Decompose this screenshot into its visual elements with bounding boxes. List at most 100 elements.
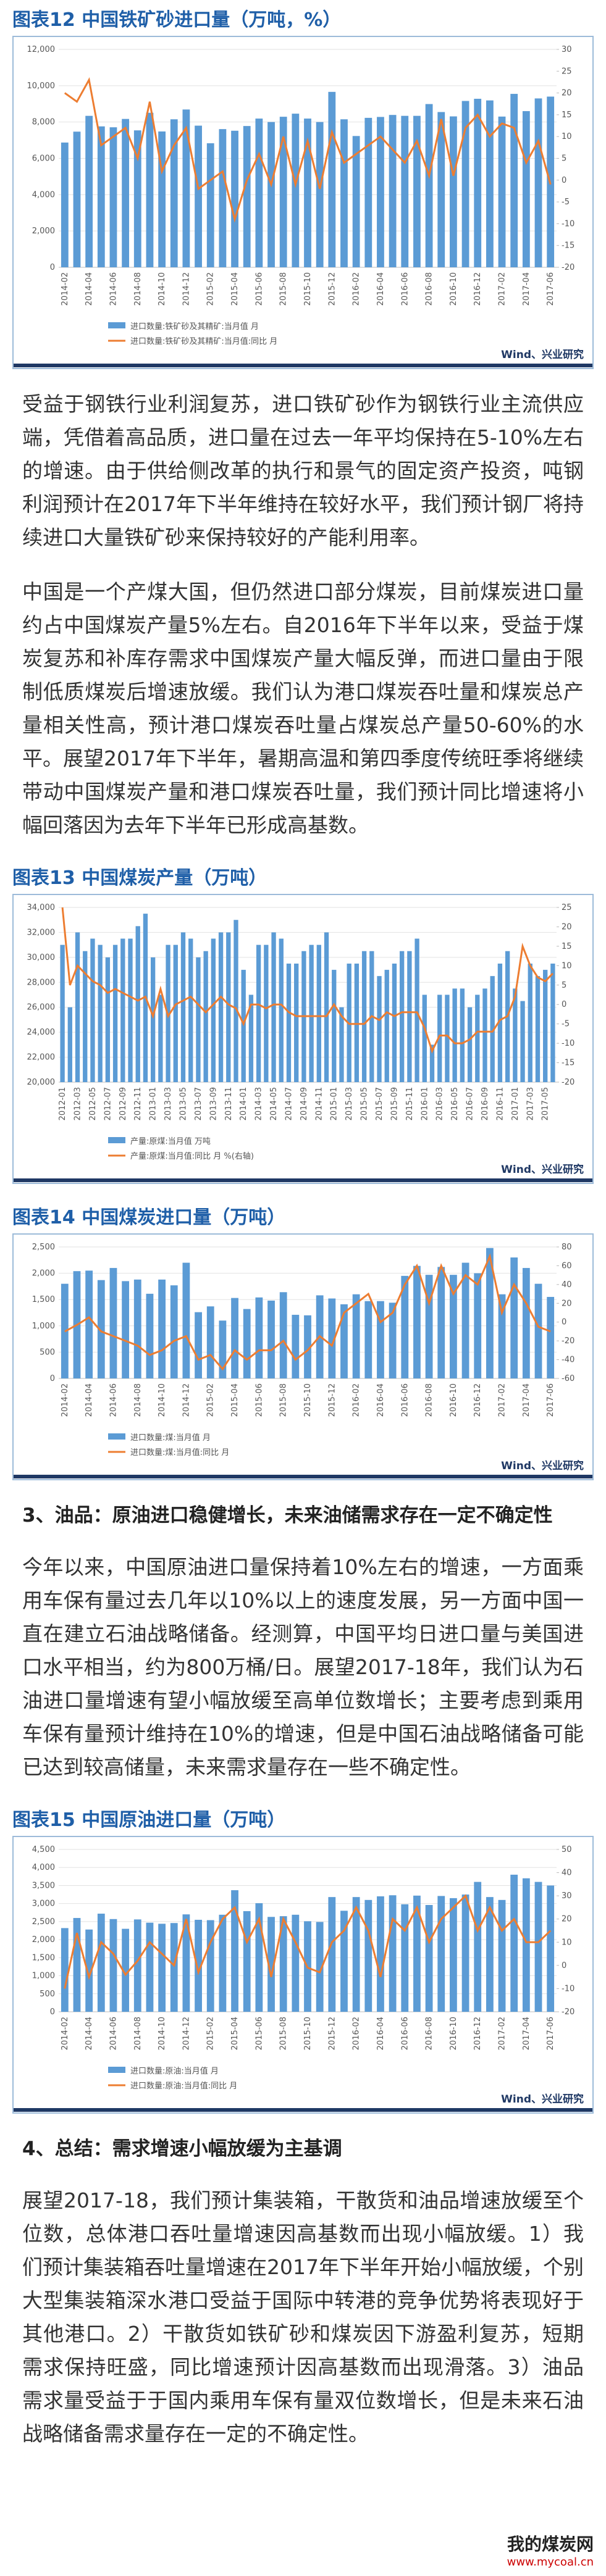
x-tick-label: 2017-02 <box>498 1383 507 1417</box>
figure: 图表12 中国铁矿砂进口量（万吨，%） 0 2,000 4,000 6,000 8,00… <box>0 5 606 369</box>
legend-label: 进口数量:原油:当月值:同比 月 <box>130 2081 237 2091</box>
bar <box>534 1882 542 2012</box>
bar <box>122 1928 130 2012</box>
y2-tick-label: 80 <box>562 1243 572 1252</box>
y2-tick-label: -10 <box>562 1984 574 1993</box>
bar <box>90 938 95 1082</box>
x-tick-label: 2016-04 <box>376 272 385 306</box>
x-tick-label: 2014-12 <box>182 272 191 306</box>
y2-tick-label: 25 <box>562 903 572 912</box>
bar <box>461 1262 469 1378</box>
y2-tick-label: -10 <box>562 219 574 228</box>
legend-label: 进口数量:煤:当月值:同比 月 <box>130 1448 229 1457</box>
bar <box>133 1279 141 1378</box>
bar <box>498 1294 506 1378</box>
y2-tick-label: 10 <box>562 1938 572 1947</box>
x-tick-label: 2016-12 <box>473 272 482 306</box>
bar <box>75 932 80 1082</box>
y2-tick-label: 0 <box>562 1961 566 1970</box>
y-tick-label: 4,500 <box>32 1845 55 1854</box>
x-tick-label: 2014-10 <box>158 2017 167 2050</box>
bar <box>105 957 111 1082</box>
bar <box>133 1919 141 2012</box>
y-tick-label: 8,000 <box>32 118 55 127</box>
bar <box>122 1281 130 1378</box>
bar <box>271 932 276 1082</box>
bar <box>61 1928 69 2012</box>
x-tick-label: 2017-03 <box>526 1087 535 1120</box>
bar <box>248 994 254 1082</box>
bar <box>364 117 372 267</box>
legend-swatch <box>108 322 125 328</box>
bar <box>461 101 469 267</box>
bar <box>332 970 337 1082</box>
x-tick-label: 2015-10 <box>303 2017 313 2050</box>
x-tick-label: 2016-08 <box>425 1383 434 1417</box>
x-tick-label: 2016-08 <box>425 272 434 306</box>
y-tick-label: 22,000 <box>27 1053 56 1062</box>
bar <box>461 1894 469 2012</box>
bar <box>324 932 329 1082</box>
x-tick-label: 2014-09 <box>300 1087 309 1120</box>
legend-label: 进口数量:铁矿砂及其精矿:当月值 月 <box>130 322 259 331</box>
y2-tick-label: 30 <box>562 45 572 54</box>
legend-label: 产量:原煤:当月值 万吨 <box>130 1136 211 1146</box>
bar <box>158 1279 166 1378</box>
bar <box>534 98 542 268</box>
x-tick-label: 2014-07 <box>284 1087 293 1120</box>
bar <box>534 1283 542 1378</box>
y2-tick-label: -60 <box>562 1374 574 1383</box>
bar <box>482 988 487 1082</box>
y-tick-label: 1,000 <box>32 1972 55 1981</box>
bar <box>384 970 389 1082</box>
x-tick-label: 2013-09 <box>209 1087 218 1120</box>
bar <box>328 91 336 267</box>
y2-tick-label: 0 <box>562 176 566 185</box>
y2-tick-label: -15 <box>562 241 574 251</box>
y2-tick-label: -20 <box>562 263 574 272</box>
x-tick-label: 2016-02 <box>352 1383 361 1417</box>
bar <box>467 1007 473 1082</box>
bar <box>450 116 457 267</box>
bar <box>294 963 299 1082</box>
x-tick-label: 2016-01 <box>420 1087 429 1120</box>
x-tick-label: 2016-07 <box>466 1087 475 1120</box>
x-tick-label: 2014-06 <box>109 1383 118 1417</box>
y-tick-label: 32,000 <box>27 928 56 937</box>
legend-swatch <box>108 2067 125 2073</box>
bar <box>292 114 300 267</box>
x-tick-label: 2015-02 <box>206 2017 216 2050</box>
watermark-name: 我的煤炭网 <box>507 2534 594 2554</box>
y2-tick-label: -10 <box>562 1039 574 1048</box>
bar <box>316 122 324 267</box>
x-tick-label: 2015-08 <box>279 2017 288 2050</box>
bar <box>535 976 541 1082</box>
bar <box>389 1895 397 2012</box>
bar <box>437 112 445 267</box>
bar <box>180 932 186 1082</box>
y2-tick-label: 25 <box>562 67 572 76</box>
bar <box>120 938 125 1082</box>
x-tick-label: 2014-05 <box>269 1087 279 1120</box>
chart: 0 2,000 4,000 6,000 8,000 10,000 12,000 -20 -15 -… <box>12 36 594 369</box>
bar <box>267 1300 275 1378</box>
bar <box>497 963 503 1082</box>
watermark: 我的煤炭网 www.mycoal.cn <box>507 2531 594 2569</box>
x-tick-label: 2013-03 <box>164 1087 173 1120</box>
bar <box>109 1268 117 1378</box>
y2-tick-label: 0 <box>562 1318 566 1327</box>
bar <box>450 1898 457 2012</box>
bar <box>206 1920 214 2012</box>
y-tick-label: 26,000 <box>27 1003 56 1012</box>
y2-tick-label: -20 <box>562 1336 574 1346</box>
y-tick-label: 10,000 <box>27 81 56 91</box>
x-tick-label: 2015-06 <box>255 1383 264 1417</box>
x-tick-label: 2015-06 <box>255 2017 264 2050</box>
x-tick-label: 2015-07 <box>375 1087 384 1120</box>
bar <box>377 1301 384 1378</box>
bar <box>429 1044 435 1082</box>
source: Wind、兴业研究 <box>501 1163 584 1176</box>
figure: 图表15 中国原油进口量（万吨） 0 500 1,000 1,500 2,000 2,50… <box>0 1805 606 2114</box>
x-tick-label: 2014-02 <box>61 272 70 306</box>
y-tick-label: 1,500 <box>32 1953 55 1962</box>
